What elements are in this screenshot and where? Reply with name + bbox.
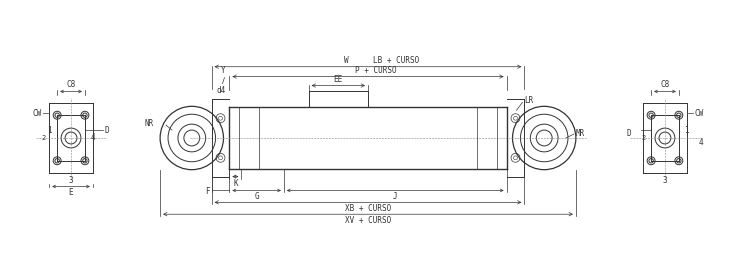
Text: d4: d4 [216,86,226,95]
Text: J: J [393,192,397,202]
Text: G: G [255,192,259,202]
Text: EE: EE [333,75,343,84]
Text: NR: NR [145,119,154,128]
Text: XV + CURSO: XV + CURSO [345,216,391,225]
Text: E: E [68,188,74,197]
Text: CW: CW [695,109,704,118]
Text: W: W [344,56,348,65]
Text: XB + CURSO: XB + CURSO [345,204,391,213]
Text: CW: CW [32,109,41,118]
Text: Y: Y [221,66,225,75]
Text: C8: C8 [66,81,76,89]
Text: LB + CURSO: LB + CURSO [373,56,420,65]
Text: D: D [105,126,110,134]
Text: 1: 1 [47,126,52,134]
Text: 2: 2 [641,135,645,141]
Text: C8: C8 [660,81,670,89]
Text: 3: 3 [662,176,668,185]
Text: LR: LR [525,96,534,105]
Text: F: F [205,187,210,196]
Text: MR: MR [576,128,585,138]
Text: 1: 1 [684,126,689,134]
Text: K: K [233,178,238,188]
Text: 3: 3 [68,176,74,185]
Text: D: D [626,128,631,138]
Text: 4: 4 [698,138,704,147]
Text: P + CURSO: P + CURSO [355,66,397,75]
Text: 2: 2 [41,135,46,141]
Text: 4: 4 [91,133,95,142]
